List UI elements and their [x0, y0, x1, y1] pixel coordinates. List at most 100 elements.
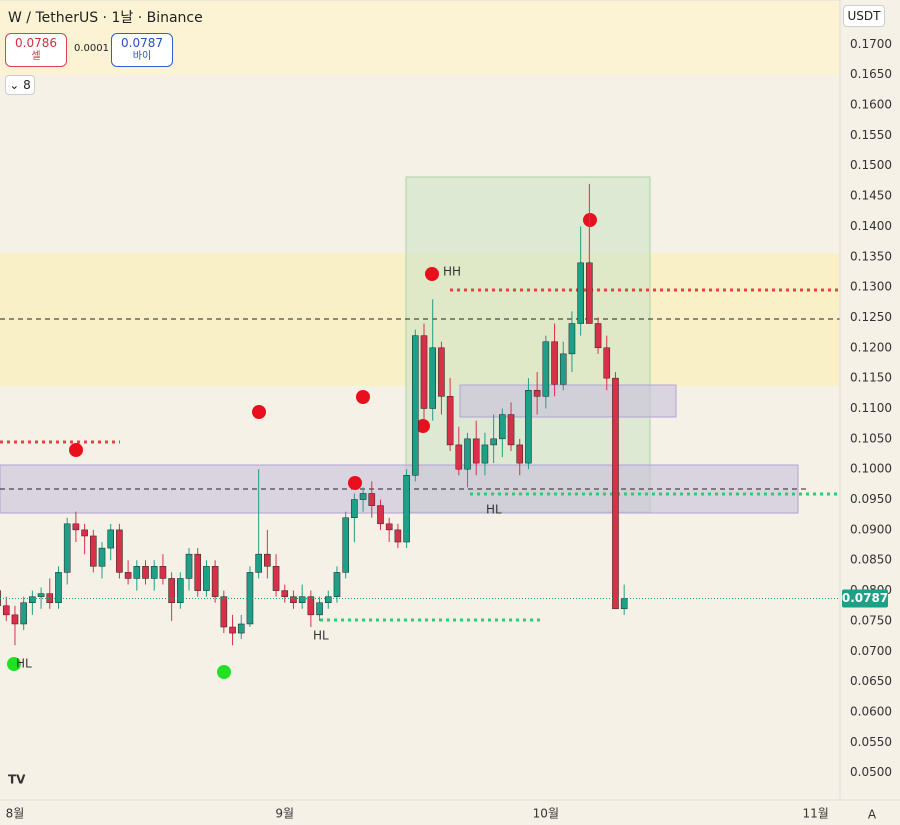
candle-body [37, 593, 45, 597]
sell-label: 셀 [31, 51, 41, 62]
indicator-toggle[interactable]: ⌄ 8 [5, 75, 35, 95]
candle-body [438, 347, 445, 397]
x-tick-label: 8월 [6, 807, 25, 821]
annotation: HL [313, 629, 329, 643]
candle-body [472, 438, 480, 464]
candle-body [237, 623, 245, 634]
candle-body [255, 553, 262, 573]
scale-mode[interactable]: A [868, 808, 877, 822]
candle-body [490, 438, 497, 446]
candle-body [203, 566, 210, 591]
sell-price: 0.0786 [15, 36, 57, 50]
candle-body [229, 626, 236, 634]
candle-body [533, 390, 541, 397]
x-tick-label: 10월 [533, 807, 559, 821]
x-tick-label: 11월 [802, 807, 828, 821]
annotation: HL [486, 503, 502, 517]
candle-body [368, 493, 376, 506]
y-tick-label: 0.1350 [850, 249, 892, 263]
candle-body [2, 605, 10, 616]
candle-body [272, 566, 280, 591]
candle-body [377, 505, 384, 525]
signal-dot [356, 390, 370, 404]
candle-body [559, 353, 567, 385]
candle-body [72, 523, 80, 531]
y-tick-label: 0.1700 [850, 37, 892, 51]
candle-body [333, 572, 341, 597]
candle-body [351, 499, 358, 519]
candle-body [307, 596, 315, 616]
signal-dot [583, 213, 597, 227]
candle-body [264, 553, 271, 567]
candle-body [89, 535, 97, 567]
y-tick-label: 0.1150 [850, 371, 892, 385]
candle-body [159, 566, 167, 579]
signal-dot [217, 665, 231, 679]
signal-dot [7, 657, 21, 671]
spread: 0.0001 [74, 43, 109, 54]
y-tick-label: 0.0700 [850, 644, 892, 658]
y-tick-label: 0.1450 [850, 189, 892, 203]
candle-body [446, 396, 454, 446]
candle-body [420, 335, 428, 409]
y-tick-label: 0.0500 [850, 765, 892, 779]
annotation: HH [443, 265, 461, 279]
last-price-box [842, 589, 888, 608]
signal-dot [252, 405, 266, 419]
candle-body [429, 347, 437, 409]
candle-body [116, 529, 123, 573]
candle-body [220, 596, 228, 628]
candle-body [11, 614, 19, 625]
candle-body [568, 323, 576, 355]
candle-body [612, 377, 619, 610]
candle-body [577, 262, 584, 324]
y-tick-label: 0.0900 [850, 522, 892, 536]
candle-body [342, 517, 349, 573]
y-tick-label: 0.1550 [850, 128, 892, 142]
y-tick-label: 0.1100 [850, 401, 892, 415]
candle-body [107, 529, 114, 549]
sell-button[interactable]: 0.0786 셀 [5, 33, 67, 67]
y-tick-label: 0.0850 [850, 553, 892, 567]
candle-body [394, 529, 402, 543]
candle-body [281, 590, 289, 597]
candle-body [298, 596, 306, 603]
x-tick-label: 9월 [275, 807, 294, 821]
currency-select[interactable]: USDT [843, 5, 885, 27]
y-tick-label: 0.1050 [850, 431, 892, 445]
candle-body [324, 596, 332, 603]
candle-body [46, 593, 54, 603]
candle-body [620, 598, 628, 610]
candle-body [412, 335, 419, 476]
symbol-title[interactable]: W / TetherUS · 1날 · Binance [8, 10, 203, 26]
candle-body [20, 602, 27, 625]
order-block [459, 384, 677, 418]
candle-body [98, 547, 106, 567]
signal-dot [425, 267, 439, 281]
logo: TV [8, 773, 26, 787]
candle-body [168, 578, 175, 603]
candle-body [359, 493, 367, 500]
candle-body [142, 566, 149, 579]
y-tick-label: 0.1600 [850, 98, 892, 112]
candle-body [481, 444, 489, 464]
last-price-label: 0.0787 [842, 591, 888, 605]
candle-body [551, 341, 558, 385]
y-tick-label: 0.0650 [850, 674, 892, 688]
indicator-count: 8 [23, 78, 31, 92]
y-tick-label: 0.1200 [850, 340, 892, 354]
y-tick-label: 0.0550 [850, 735, 892, 749]
candle-body [185, 553, 193, 579]
candle-body [177, 578, 184, 603]
candle-body [525, 390, 532, 464]
candle-body [516, 444, 524, 464]
candle-body [594, 323, 602, 349]
candle-body [403, 475, 410, 543]
annotation: HL [16, 657, 32, 671]
candle-body [316, 602, 323, 616]
y-tick-label: 0.1500 [850, 158, 892, 172]
buy-button[interactable]: 0.0787 바이 [111, 33, 173, 67]
candle-body [507, 414, 515, 446]
